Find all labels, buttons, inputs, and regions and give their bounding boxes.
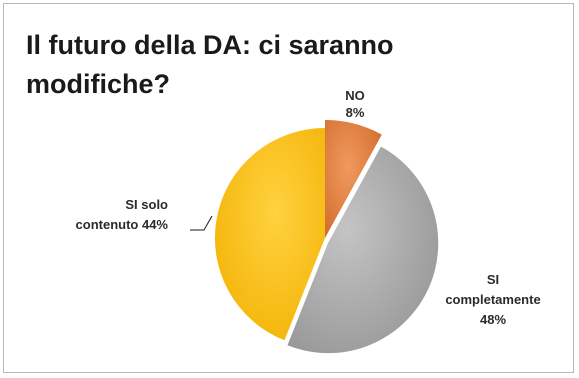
pie-slice-3 [214,127,325,341]
slice-label-2-line-1: SI [487,272,499,287]
leader-lines [190,215,213,231]
pie-slice-2 [287,146,439,354]
slice-label-1-line-1: NO [345,88,365,103]
chart-title: Il futuro della DA: ci saranno modifiche… [26,26,456,104]
slice-label-1-line-2: 8% [346,105,365,120]
pie-slices [214,120,439,354]
slice-label-3-line-2: contenuto 44% [76,217,169,232]
slice-label-2: SI completamente 48% [445,272,540,327]
chart-title-line-2: modifiche? [26,69,171,99]
slice-label-2-line-3: 48% [480,312,506,327]
slice-labels: NO 8% SI completamente 48% SI solo contenuto 4… [76,88,541,327]
slice-label-2-line-2: completamente [445,292,540,307]
chart-title-line-1: Il futuro della DA: ci saranno [26,30,394,60]
slice-label-3-line-1: SI solo [125,197,168,212]
leader-line-3 [190,215,213,231]
slice-label-3: SI solo contenuto 44% [76,197,169,232]
slice-label-1: NO 8% [345,88,365,120]
pie-slice-1 [325,120,382,238]
